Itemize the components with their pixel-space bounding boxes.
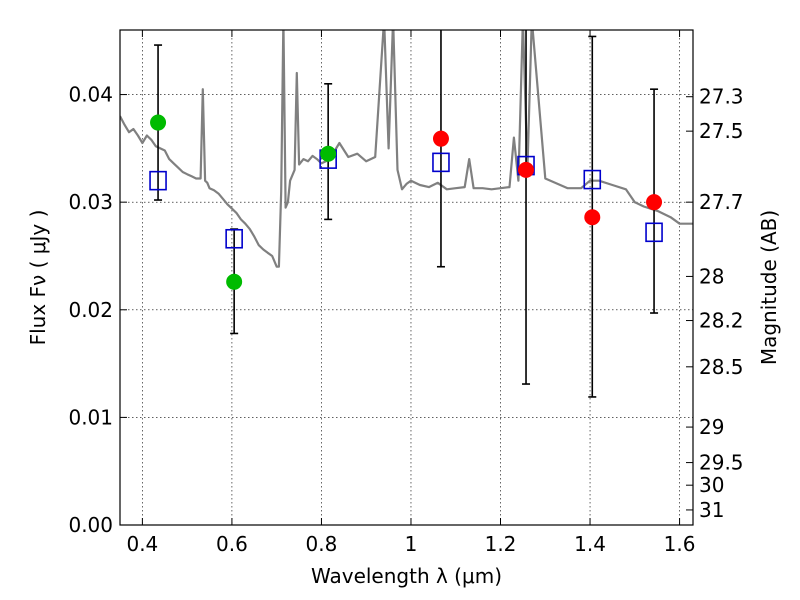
plot-frame	[119, 29, 694, 526]
observed-flux-point	[226, 273, 243, 290]
y-tick-label: 0.01	[68, 405, 113, 429]
y-tick-label: 0.02	[68, 298, 113, 322]
x-tick-label: 1.6	[664, 532, 696, 556]
right-tick-label: 28	[699, 264, 724, 288]
y-tick-label: 0.00	[68, 513, 113, 537]
y-tick-label: 0.03	[68, 190, 113, 214]
observed-flux-point	[584, 209, 601, 226]
observed-flux-point	[518, 161, 535, 178]
ticks-layer: 0.4 0.6 0.8 1 1.2 1.4 1.6 0.00 0.01 0.02 0.03 0.04 2…	[68, 30, 744, 556]
observed-flux-point	[150, 114, 167, 131]
right-tick-label: 29	[699, 415, 724, 439]
right-tick-label: 27.3	[699, 85, 744, 109]
model-flux-square	[149, 170, 167, 191]
model-flux-square	[645, 222, 663, 243]
y-axis-label: Flux Fν ( μJy )	[26, 210, 50, 346]
model-flux-square	[583, 169, 602, 190]
x-tick-label: 0.8	[306, 532, 338, 556]
right-tick-label: 29.5	[699, 451, 744, 475]
observed-flux-point	[646, 194, 663, 211]
plot-area	[120, 30, 693, 398]
grid-layer	[120, 30, 693, 525]
x-tick-label: 0.4	[126, 532, 158, 556]
x-tick-label: 1.4	[574, 532, 606, 556]
right-tick-label: 31	[699, 498, 724, 522]
y-tick-label: 0.04	[68, 83, 113, 107]
observed-flux-point	[320, 145, 337, 162]
sed-model-line	[120, 30, 693, 268]
right-tick-label: 27.5	[699, 119, 744, 143]
right-tick-label: 28.2	[699, 309, 744, 333]
observed-flux-point	[432, 130, 449, 147]
right-axis-label: Magnitude (AB)	[757, 210, 781, 365]
right-tick-label: 30	[699, 473, 724, 497]
right-tick-label: 28.5	[699, 355, 744, 379]
model-flux-square	[432, 152, 450, 173]
x-tick-label: 1.2	[485, 532, 517, 556]
x-axis-label: Wavelength λ (μm)	[311, 564, 502, 588]
x-tick-label: 1	[405, 532, 418, 556]
right-tick-label: 27.7	[699, 190, 744, 214]
x-tick-label: 0.6	[216, 532, 248, 556]
model-flux-square	[225, 228, 243, 249]
